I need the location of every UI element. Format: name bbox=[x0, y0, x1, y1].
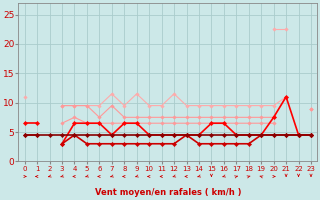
X-axis label: Vent moyen/en rafales ( km/h ): Vent moyen/en rafales ( km/h ) bbox=[95, 188, 241, 197]
